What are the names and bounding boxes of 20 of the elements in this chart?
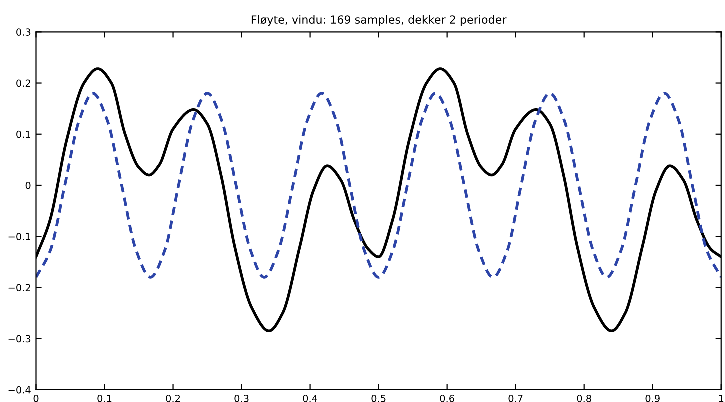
y-tick-label: 0 xyxy=(26,182,31,190)
x-tick-label: 0.1 xyxy=(98,394,112,402)
x-tick-label: 0.8 xyxy=(577,394,592,402)
x-tick-label: 0.2 xyxy=(166,394,180,402)
y-tick-label: −0.4 xyxy=(8,386,31,394)
y-tick-label: 0.3 xyxy=(16,28,31,36)
y-tick-label: −0.1 xyxy=(8,233,30,240)
x-tick-label: 1 xyxy=(719,395,724,402)
chart-title: Fløyte, vindu: 169 samples, dekker 2 perioder xyxy=(252,15,507,26)
y-tick-label: 0.1 xyxy=(16,130,30,138)
x-tick-label: 0.7 xyxy=(508,394,523,402)
y-tick-label: −0.2 xyxy=(8,284,30,292)
y-tick-label: −0.3 xyxy=(8,335,31,343)
x-tick-label: 0 xyxy=(34,394,39,402)
x-tick-label: 0.9 xyxy=(646,394,660,402)
x-tick-label: 0.4 xyxy=(303,394,318,402)
x-tick-label: 0.3 xyxy=(234,394,249,402)
x-tick-label: 0.5 xyxy=(372,394,386,402)
y-tick-label: 0.2 xyxy=(16,80,30,88)
x-tick-label: 0.6 xyxy=(440,394,454,402)
